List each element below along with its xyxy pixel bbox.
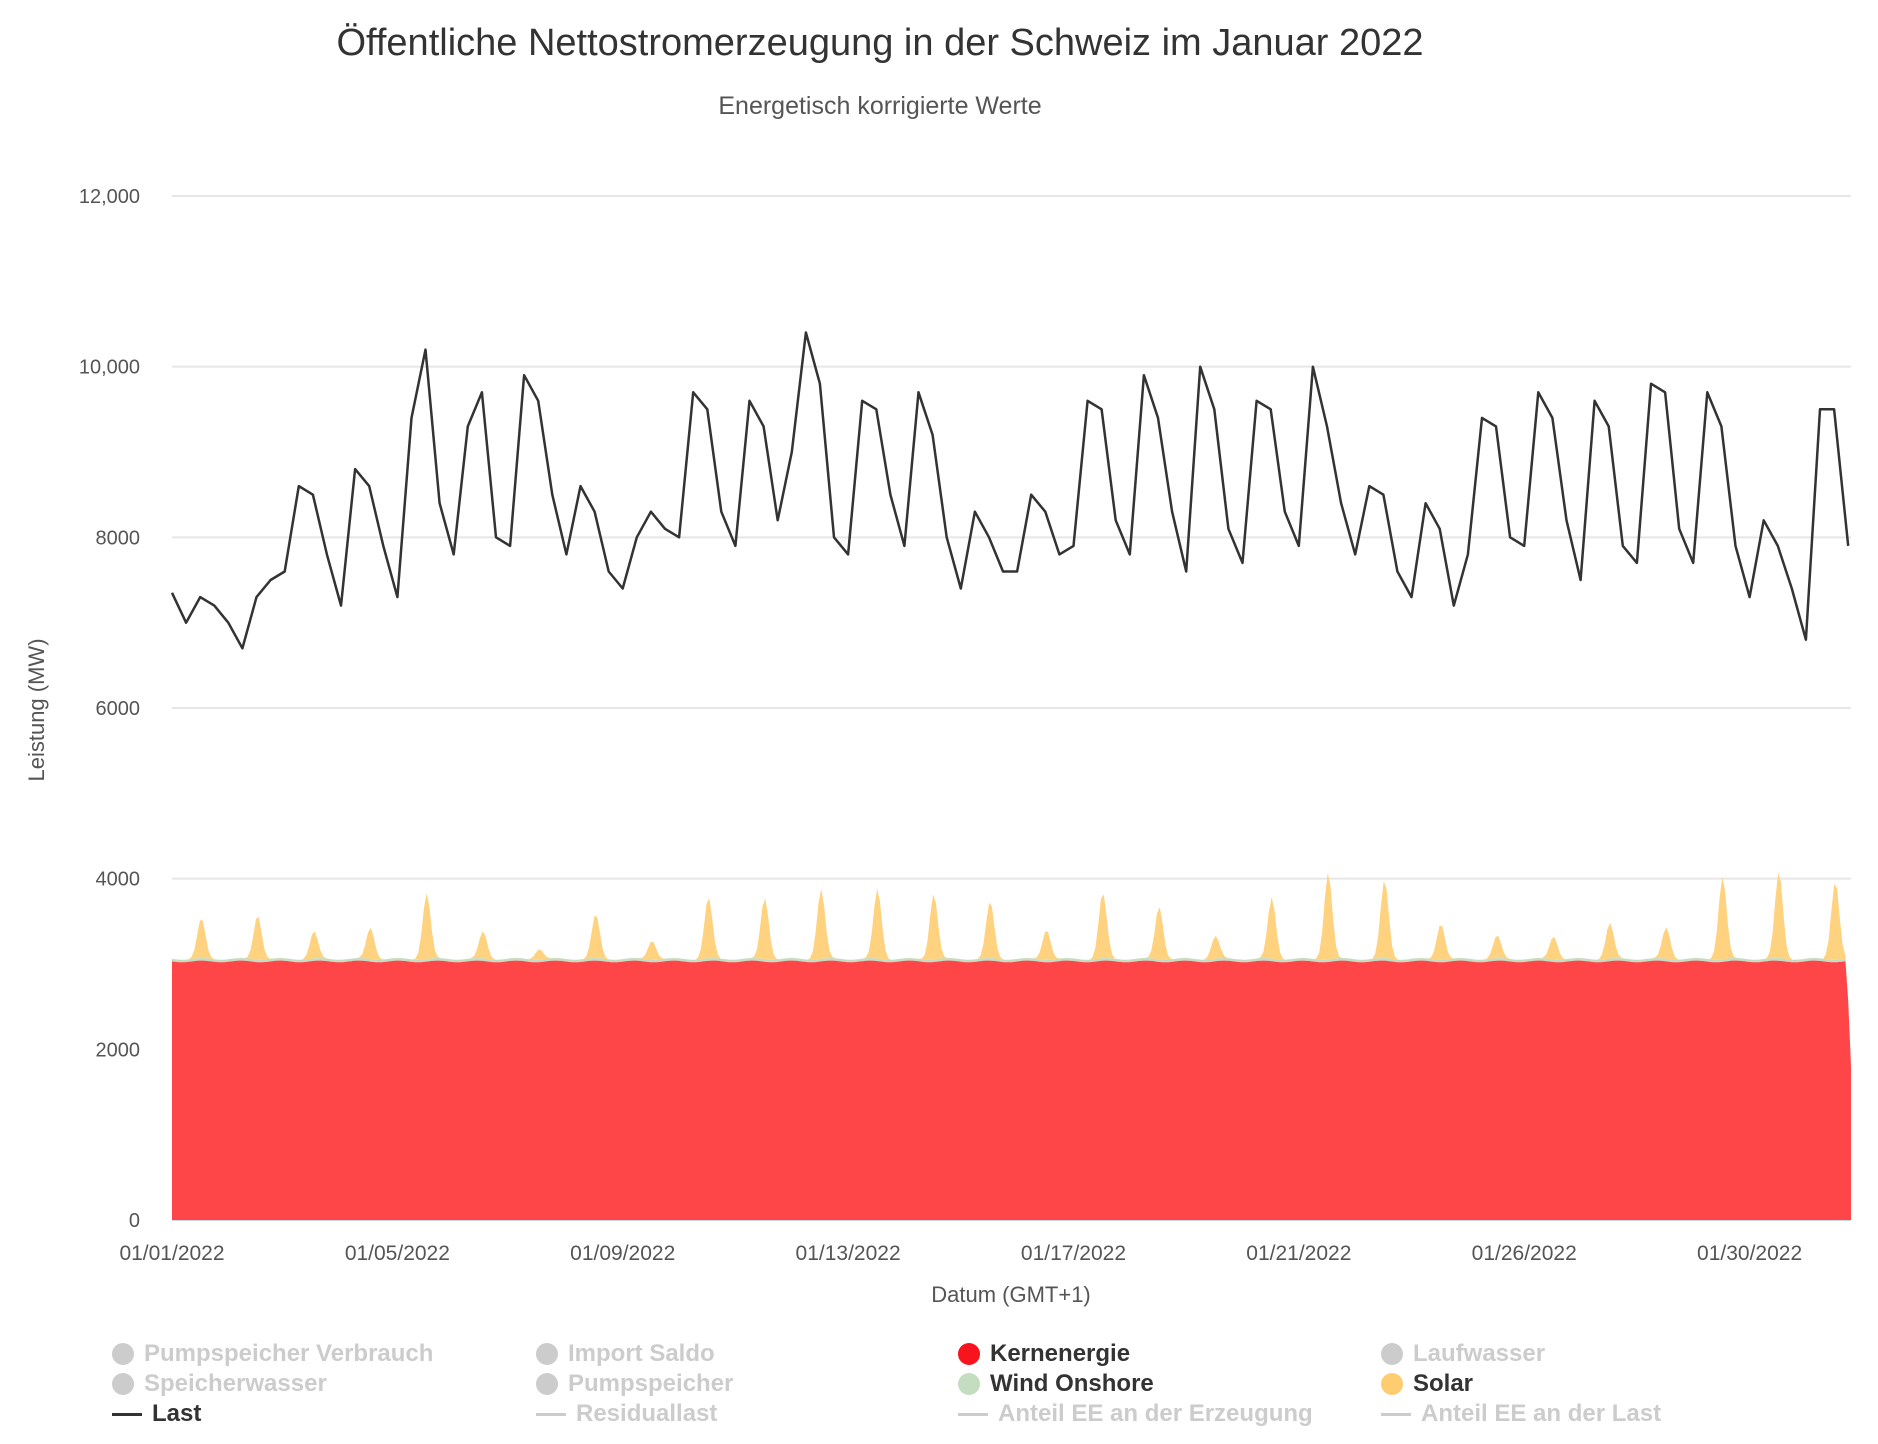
legend-item-pumpspeicher-verbrauch[interactable]: Pumpspeicher Verbrauch <box>112 1340 433 1368</box>
legend-label: Last <box>152 1400 202 1427</box>
legend-label: Kernenergie <box>990 1340 1131 1367</box>
legend-label: Anteil EE an der Erzeugung <box>998 1400 1313 1427</box>
legend-line-icon <box>536 1412 566 1416</box>
legend-dot-icon <box>112 1343 134 1365</box>
legend-dot-icon <box>112 1373 134 1395</box>
legend-item-import-saldo[interactable]: Import Saldo <box>536 1340 715 1368</box>
legend-label: Import Saldo <box>568 1340 715 1367</box>
legend-label: Laufwasser <box>1413 1340 1546 1367</box>
legend-dot-icon <box>958 1373 980 1395</box>
x-tick-label: 01/13/2022 <box>796 1242 901 1265</box>
x-tick-label: 01/26/2022 <box>1472 1242 1577 1265</box>
x-tick-label: 01/17/2022 <box>1021 1242 1126 1265</box>
legend-dot-icon <box>1381 1343 1403 1365</box>
legend-label: Speicherwasser <box>144 1370 327 1397</box>
chart-plot: 0 2000 4000 6000 8000 10,000 12,000 01/01/2022… <box>24 186 1851 1307</box>
legend-label: Residuallast <box>576 1400 718 1427</box>
y-tick-label: 6000 <box>96 698 141 720</box>
y-tick-label: 2000 <box>96 1039 141 1061</box>
legend-item-pumpspeicher[interactable]: Pumpspeicher <box>536 1370 733 1398</box>
legend-item-residuallast[interactable]: Residuallast <box>536 1400 717 1428</box>
x-axis-title: Datum (GMT+1) <box>931 1282 1091 1307</box>
y-tick-label: 8000 <box>96 527 141 549</box>
chart-subtitle: Energetisch korrigierte Werte <box>718 92 1042 120</box>
y-tick-label: 10,000 <box>79 357 140 379</box>
kernenergie-area <box>172 960 1851 1220</box>
legend-dot-icon <box>958 1343 980 1365</box>
chart-title: Öffentliche Nettostromerzeugung in der S… <box>336 22 1424 64</box>
y-axis-title: Leistung (MW) <box>24 638 49 781</box>
legend-line-icon <box>1381 1412 1411 1416</box>
legend-label: Anteil EE an der Last <box>1421 1400 1662 1427</box>
legend-item-anteil-ee-an-der-erzeugung[interactable]: Anteil EE an der Erzeugung <box>958 1400 1313 1428</box>
legend-item-laufwasser[interactable]: Laufwasser <box>1381 1340 1545 1368</box>
legend-dot-icon <box>536 1373 558 1395</box>
legend-label: Pumpspeicher <box>568 1370 734 1397</box>
legend-item-speicherwasser[interactable]: Speicherwasser <box>112 1370 327 1398</box>
legend-label: Solar <box>1413 1370 1474 1397</box>
legend-item-wind-onshore[interactable]: Wind Onshore <box>958 1370 1154 1398</box>
x-tick-label: 01/09/2022 <box>570 1242 675 1265</box>
legend-item-solar[interactable]: Solar <box>1381 1370 1473 1398</box>
legend-dot-icon <box>1381 1373 1403 1395</box>
legend-item-kernenergie[interactable]: Kernenergie <box>958 1340 1130 1368</box>
legend-item-anteil-ee-an-der-last[interactable]: Anteil EE an der Last <box>1381 1400 1661 1428</box>
legend-dot-icon <box>536 1343 558 1365</box>
legend-label: Pumpspeicher Verbrauch <box>144 1340 434 1367</box>
y-tick-label: 12,000 <box>79 186 140 208</box>
legend-line-icon <box>958 1412 988 1416</box>
y-tick-label: 0 <box>129 1210 140 1232</box>
y-tick-label: 4000 <box>96 869 141 891</box>
legend-label: Wind Onshore <box>990 1370 1154 1397</box>
legend-item-last[interactable]: Last <box>112 1400 201 1428</box>
x-tick-label: 01/30/2022 <box>1697 1242 1802 1265</box>
legend: Pumpspeicher Verbrauch Import Saldo Kernen… <box>0 1340 1878 1440</box>
last-line <box>170 331 1850 650</box>
x-tick-label: 01/01/2022 <box>119 1242 224 1265</box>
x-tick-label: 01/21/2022 <box>1246 1242 1351 1265</box>
legend-line-icon <box>112 1412 142 1416</box>
x-tick-label: 01/05/2022 <box>345 1242 450 1265</box>
